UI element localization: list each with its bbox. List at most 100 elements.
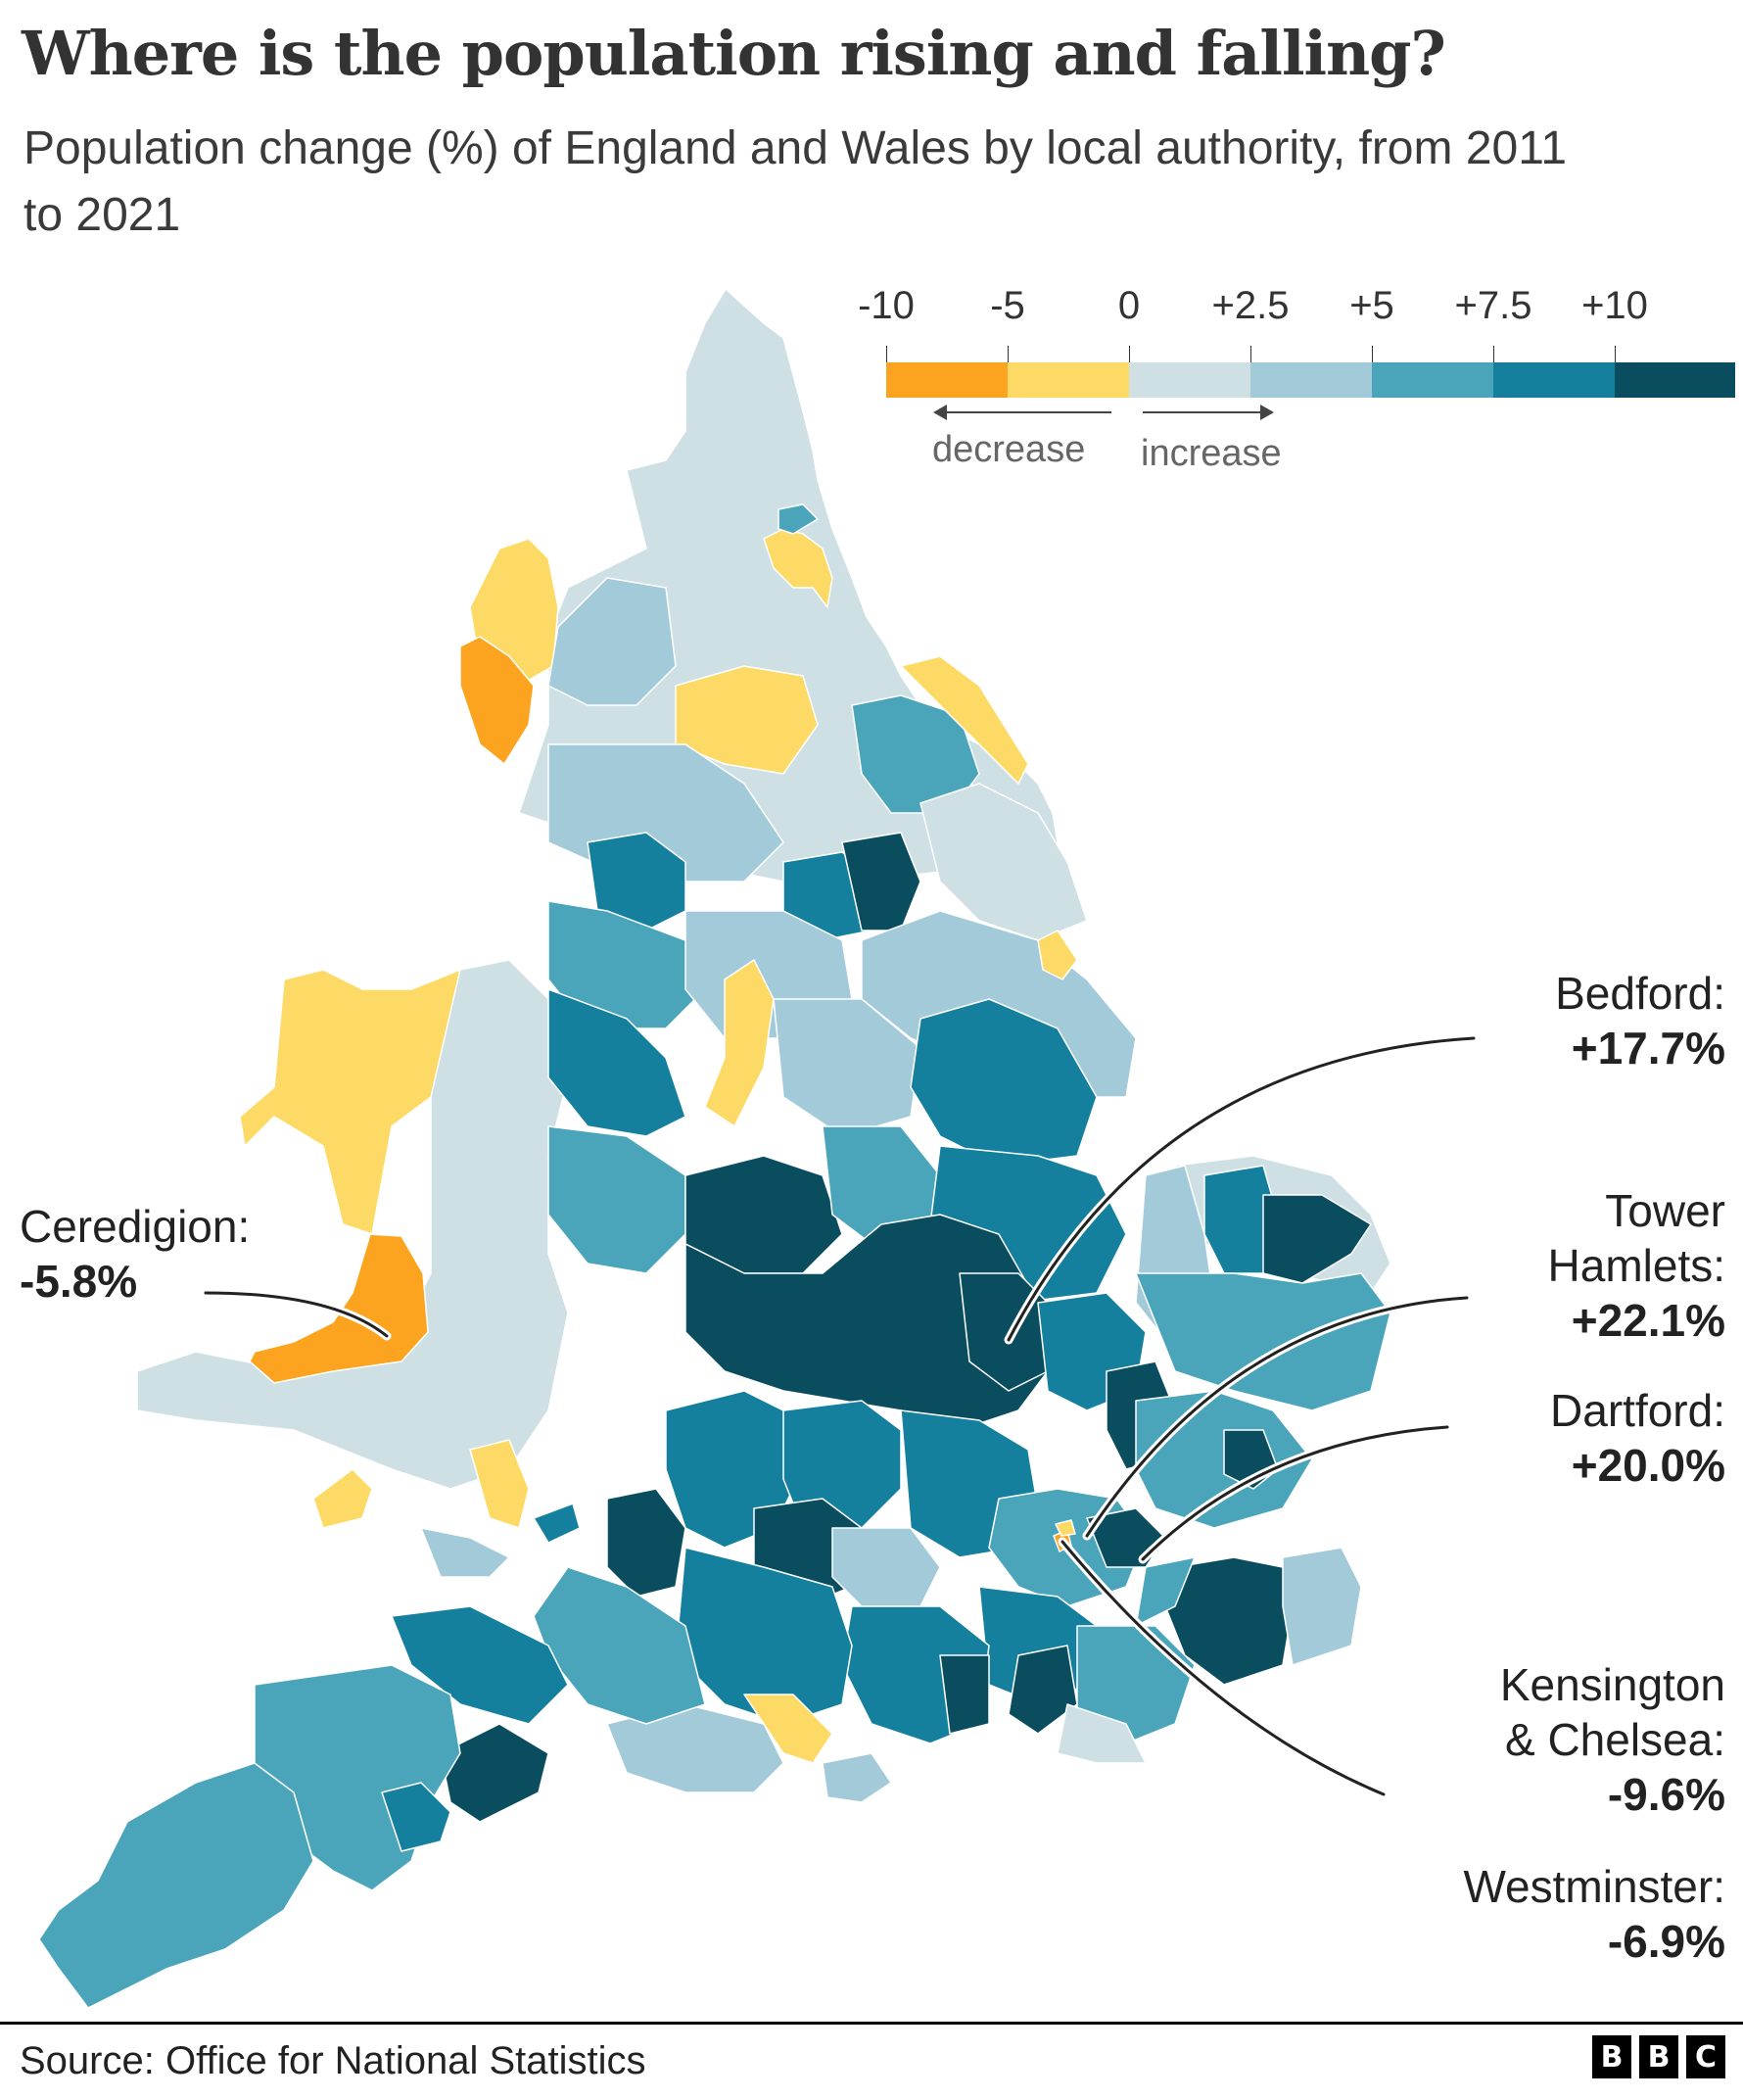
bbc-logo: B B C <box>1592 2035 1725 2078</box>
annotation-value: -6.9% <box>1607 1916 1725 1967</box>
region-somerset-mid <box>391 1605 569 1725</box>
legend-swatch-dark-blue <box>1615 362 1735 398</box>
annotation-value: +20.0% <box>1571 1440 1725 1491</box>
tower-hamlets-leader-line <box>1085 1296 1469 1538</box>
legend-tick-label: 0 <box>1117 284 1141 327</box>
dartford-leader-line <box>1141 1425 1449 1561</box>
increase-arrow-icon <box>1143 405 1274 420</box>
region-reading <box>831 1527 941 1607</box>
legend-tick <box>1250 346 1251 362</box>
region-wales-valleys-yellow <box>469 1439 530 1529</box>
decrease-arrow-icon <box>933 405 1111 420</box>
annotation-name: Ceredigion: <box>20 1201 251 1252</box>
annotation-name: Kensington <box>1499 1659 1725 1710</box>
annotation-value: +17.7% <box>1571 1023 1725 1074</box>
region-oxon <box>782 1400 902 1529</box>
region-boston-yellow <box>1037 930 1078 980</box>
bbc-logo-letter: B <box>1592 2035 1631 2078</box>
region-tyne-blue <box>777 503 819 535</box>
annotation-value: -5.8% <box>20 1256 138 1307</box>
region-suffolk <box>1135 1272 1391 1411</box>
region-wales-south-light <box>420 1527 510 1578</box>
region-notts <box>910 998 1098 1167</box>
region-doncaster <box>841 832 921 931</box>
region-mersey <box>547 900 706 1029</box>
legend-tick <box>1493 346 1494 362</box>
legend-tick <box>1615 346 1616 362</box>
region-cardiff-blue <box>533 1503 581 1544</box>
footer-divider <box>0 2022 1743 2025</box>
region-devon-mid <box>381 1782 451 1852</box>
region-central-dark <box>684 1214 1049 1431</box>
annotation-kensington: Kensington & Chelsea: -9.6% <box>1500 1657 1725 1822</box>
legend-swatch-yellow <box>1008 362 1129 398</box>
annotation-westminster: Westminster: -6.9% <box>1463 1859 1725 1969</box>
region-staffs-yellow <box>704 959 775 1127</box>
annotation-name: Westminster: <box>1463 1861 1725 1912</box>
legend-tick-label: +2.5 <box>1211 284 1290 327</box>
region-kent-north <box>1135 1556 1196 1627</box>
region-westmids <box>547 1125 686 1274</box>
decrease-label: decrease <box>932 429 1086 470</box>
region-devon-dark <box>440 1723 549 1823</box>
legend-tick <box>1129 346 1130 362</box>
annotation-value: +22.1% <box>1571 1295 1725 1346</box>
legend-tick-label: +10 <box>1581 284 1648 327</box>
annotation-value: -9.6% <box>1607 1769 1725 1820</box>
region-derby <box>773 998 921 1137</box>
annotation-name: Dartford: <box>1550 1385 1725 1436</box>
region-kent-dark <box>1164 1556 1294 1686</box>
region-scarborough <box>900 655 1029 785</box>
legend-tick-label: -5 <box>990 284 1025 327</box>
region-somerset <box>533 1566 706 1725</box>
kensington-leader-line <box>1060 1540 1386 1796</box>
region-iow <box>822 1752 892 1803</box>
legend-swatch-light-blue <box>1250 362 1372 398</box>
color-legend: -10 -5 0 +2.5 +5 +7.5 +10 decrease incre… <box>858 284 1743 480</box>
region-eden <box>547 577 677 706</box>
annotation-tower-hamlets: Tower Hamlets: +22.1% <box>1548 1183 1725 1348</box>
annotation-ceredigion: Ceredigion: -5.8% <box>20 1199 250 1309</box>
region-copeland <box>459 636 535 765</box>
annotation-bedford: Bedford: +17.7% <box>1555 966 1725 1075</box>
legend-swatch-pale <box>1129 362 1250 398</box>
legend-tick <box>1372 346 1373 362</box>
england-wales-map <box>38 288 1479 2009</box>
region-bournemouth-yellow <box>743 1694 833 1764</box>
annotation-dartford: Dartford: +20.0% <box>1550 1383 1725 1493</box>
region-kent-east <box>1282 1547 1362 1666</box>
annotation-name: Bedford: <box>1555 968 1725 1019</box>
legend-color-bar <box>886 362 1735 398</box>
region-wales-north <box>239 969 461 1235</box>
region-dorset <box>606 1703 784 1793</box>
region-sussex-dark <box>1008 1645 1078 1735</box>
legend-tick <box>1008 346 1009 362</box>
legend-swatch-mid-blue <box>1372 362 1493 398</box>
legend-tick-label: +5 <box>1349 284 1394 327</box>
legend-tick-label: -10 <box>858 284 915 327</box>
region-cornwall <box>38 1762 314 2009</box>
region-eastriding <box>919 783 1088 941</box>
annotation-name: Tower <box>1605 1185 1725 1236</box>
region-norwich <box>1262 1194 1372 1284</box>
region-westminster <box>1055 1519 1076 1537</box>
legend-swatch-orange <box>886 362 1008 398</box>
annotation-name: Hamlets: <box>1547 1240 1725 1291</box>
legend-swatch-blue <box>1493 362 1615 398</box>
region-shropshire <box>547 988 686 1137</box>
legend-tick-label: +7.5 <box>1454 284 1532 327</box>
annotation-name: & Chelsea: <box>1504 1714 1725 1765</box>
legend-tick <box>886 346 887 362</box>
chart-subtitle: Population change (%) of England and Wal… <box>24 122 1568 241</box>
region-wales-south-yellow <box>312 1468 373 1529</box>
ceredigion-leader-line <box>204 1291 389 1338</box>
bbc-logo-letter: B <box>1639 2035 1678 2078</box>
region-glos-dark <box>606 1488 686 1598</box>
region-hants-dark <box>939 1654 990 1735</box>
region-ceredigion <box>249 1233 429 1384</box>
source-credit: Source: Office for National Statistics <box>20 2039 646 2082</box>
bbc-logo-letter: C <box>1686 2035 1725 2078</box>
region-sussex-pale <box>1057 1703 1147 1764</box>
bedford-leader-line <box>1007 1036 1476 1342</box>
chart-title: Where is the population rising and falli… <box>22 18 1446 89</box>
